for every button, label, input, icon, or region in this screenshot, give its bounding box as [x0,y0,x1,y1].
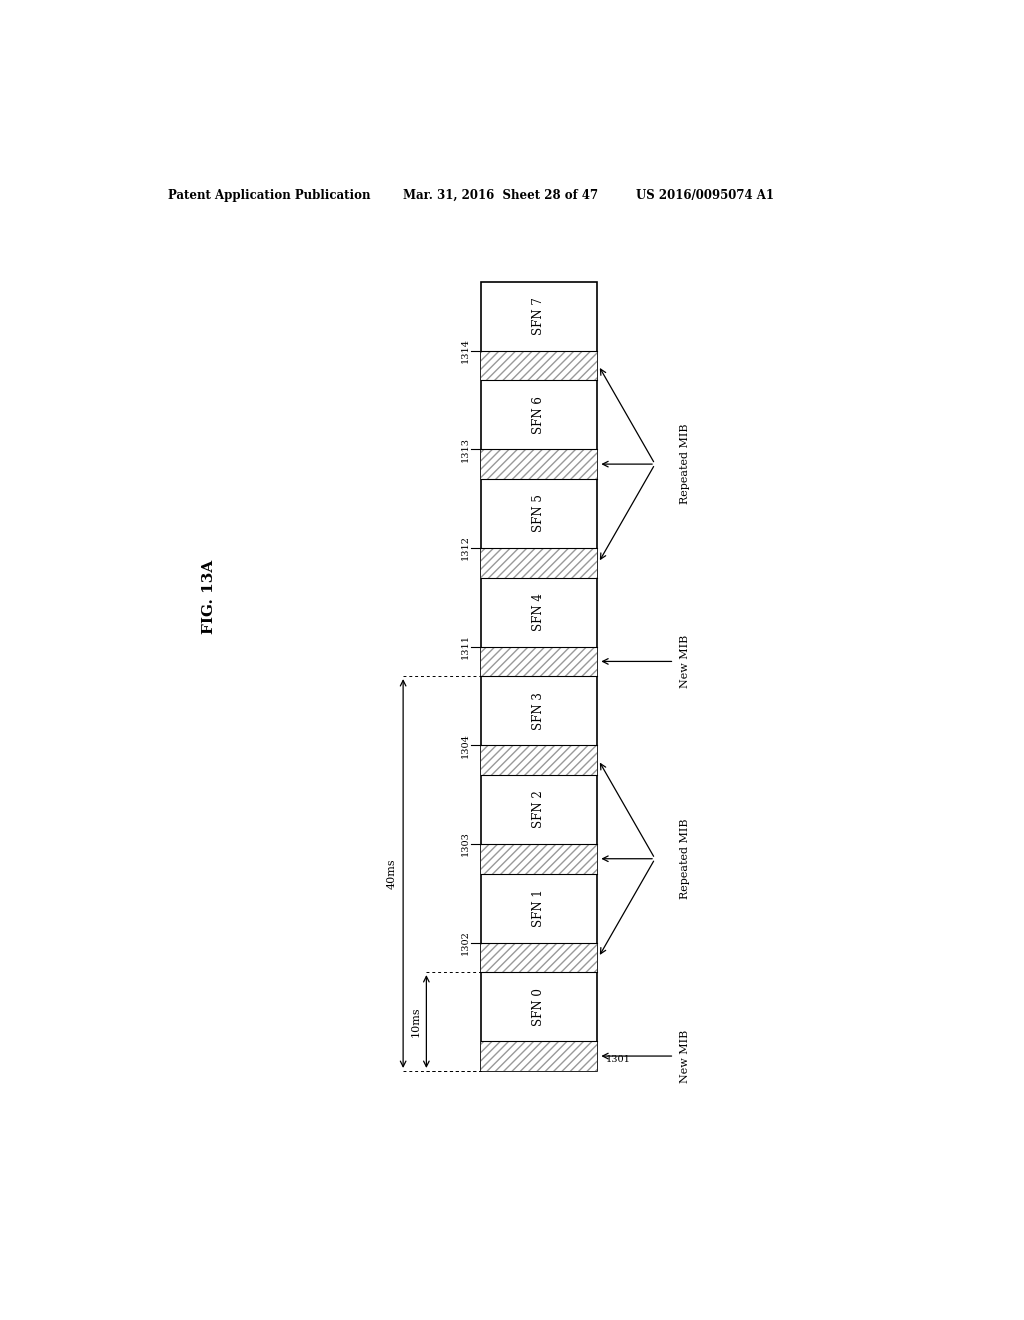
Text: SFN 5: SFN 5 [532,495,545,532]
Text: SFN 6: SFN 6 [532,396,545,434]
Bar [480,647,597,676]
Bar [480,1041,597,1071]
Text: 1311: 1311 [461,634,470,659]
Text: SFN 2: SFN 2 [532,791,545,828]
Text: New MIB: New MIB [680,635,690,688]
Text: New MIB: New MIB [680,1030,690,1082]
Bar [480,843,597,874]
Bar [480,942,597,973]
Bar [480,449,597,479]
Text: 1302: 1302 [461,931,470,956]
Bar [480,548,597,578]
Text: SFN 3: SFN 3 [532,692,545,730]
Text: SFN 0: SFN 0 [532,987,545,1026]
Text: 1301: 1301 [606,1055,631,1064]
Bar [480,746,597,775]
Text: 40ms: 40ms [387,858,397,888]
Text: 1312: 1312 [461,536,470,561]
Text: SFN 7: SFN 7 [532,297,545,335]
Text: 10ms: 10ms [411,1006,420,1036]
Text: Patent Application Publication: Patent Application Publication [168,189,371,202]
Text: Repeated MIB: Repeated MIB [680,818,690,899]
Text: 1304: 1304 [461,733,470,758]
Bar [480,281,597,1071]
Text: US 2016/0095074 A1: US 2016/0095074 A1 [636,189,773,202]
Text: SFN 4: SFN 4 [532,593,545,631]
Text: 1314: 1314 [461,338,470,363]
Text: FIG. 13A: FIG. 13A [203,560,216,635]
Text: Repeated MIB: Repeated MIB [680,424,690,504]
Text: Mar. 31, 2016  Sheet 28 of 47: Mar. 31, 2016 Sheet 28 of 47 [403,189,598,202]
Text: 1303: 1303 [461,832,470,857]
Bar [480,351,597,380]
Text: SFN 1: SFN 1 [532,890,545,927]
Text: 1313: 1313 [461,437,470,462]
